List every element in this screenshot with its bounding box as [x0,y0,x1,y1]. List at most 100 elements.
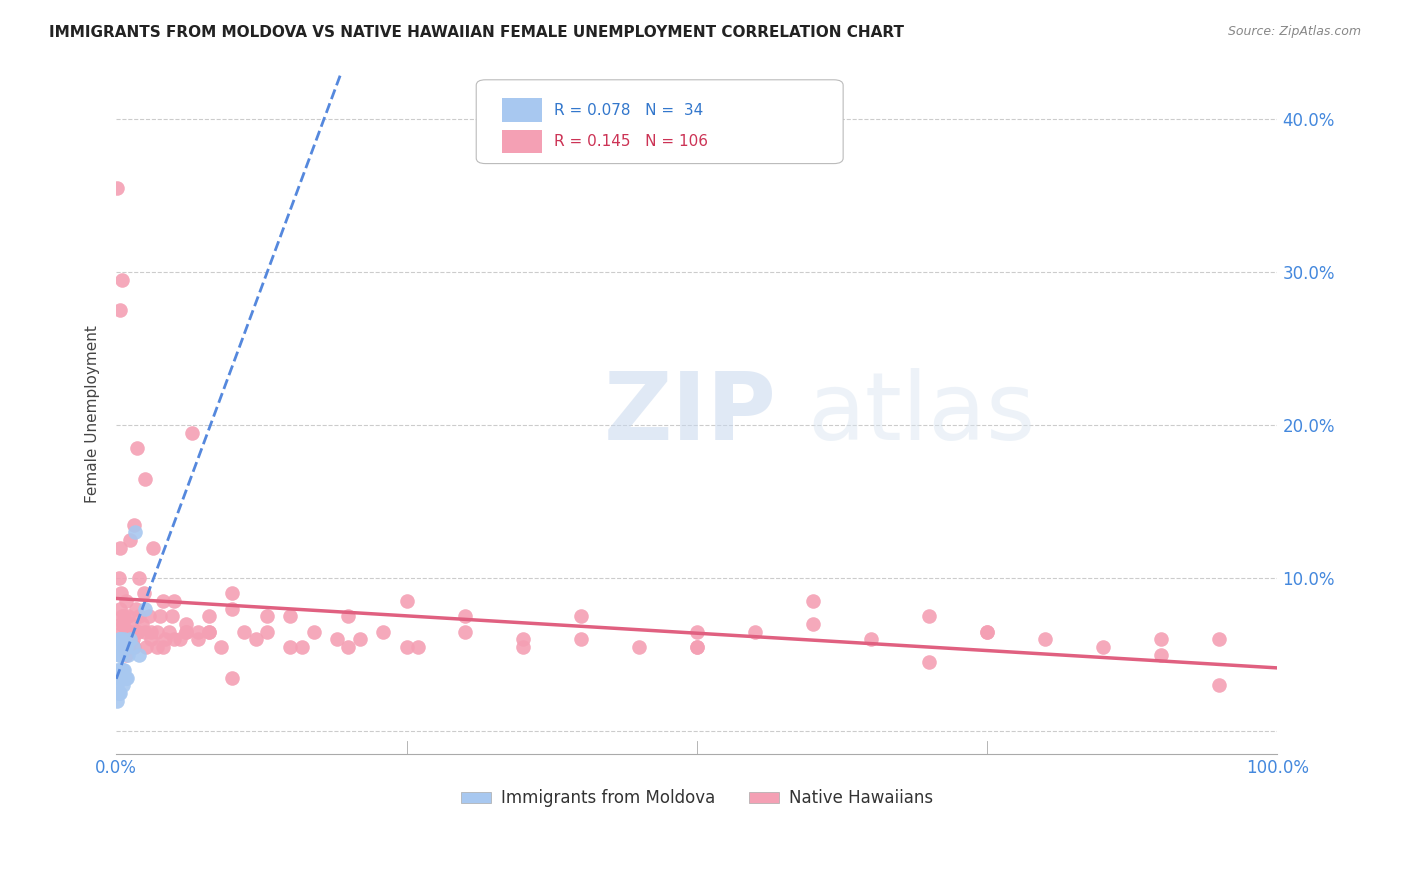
Point [108,648,131,662]
Point [114,648,136,662]
Point [107,663,129,677]
Point [108,541,131,555]
Point [918,656,941,670]
Point [280,609,302,624]
Point [134,624,156,639]
Point [169,632,191,647]
Point [686,624,709,639]
Text: R = 0.145   N = 106: R = 0.145 N = 106 [554,134,709,149]
Point [163,632,186,647]
Point [152,640,174,654]
Point [117,648,139,662]
Point [107,571,129,585]
Point [121,640,143,654]
Point [149,609,172,624]
Point [112,663,135,677]
Point [111,273,134,287]
Point [198,624,221,639]
Point [108,632,131,647]
Text: Source: ZipAtlas.com: Source: ZipAtlas.com [1227,25,1361,38]
Point [142,541,165,555]
Point [221,601,243,615]
Point [120,632,142,647]
Point [627,640,650,654]
Point [233,624,256,639]
Point [114,671,136,685]
Point [209,640,232,654]
Point [107,678,129,692]
Point [198,609,221,624]
Point [198,624,221,639]
Bar [502,98,543,121]
Point [120,624,142,639]
Point [1033,632,1056,647]
Point [134,586,156,600]
Point [112,640,135,654]
Point [337,640,360,654]
Text: ZIP: ZIP [605,368,778,459]
Point [115,632,138,647]
Point [337,609,360,624]
Point [256,624,278,639]
Point [138,609,160,624]
Point [1092,640,1115,654]
Point [157,624,180,639]
Point [187,624,209,639]
Point [107,671,129,685]
Point [118,640,141,654]
Point [110,663,132,677]
Point [302,624,325,639]
Point [118,624,141,639]
Text: IMMIGRANTS FROM MOLDOVA VS NATIVE HAWAIIAN FEMALE UNEMPLOYMENT CORRELATION CHART: IMMIGRANTS FROM MOLDOVA VS NATIVE HAWAII… [49,25,904,40]
Point [111,663,134,677]
Point [124,624,146,639]
Point [107,693,129,707]
Legend: Immigrants from Moldova, Native Hawaiians: Immigrants from Moldova, Native Hawaiian… [454,782,939,814]
Point [512,632,534,647]
Point [107,648,129,662]
Point [569,632,592,647]
Point [128,609,150,624]
Point [221,586,243,600]
Point [108,601,131,615]
Point [111,624,134,639]
Point [1150,632,1173,647]
Point [245,632,267,647]
Point [127,441,149,455]
Text: atlas: atlas [807,368,1035,459]
Point [117,609,139,624]
Point [122,640,145,654]
Point [115,671,138,685]
Point [744,624,766,639]
Point [125,601,148,615]
Point [187,632,209,647]
Point [110,586,132,600]
Point [373,624,395,639]
Point [174,617,197,632]
Point [349,632,371,647]
Point [152,594,174,608]
Point [1150,648,1173,662]
Point [160,609,183,624]
Point [453,624,475,639]
Point [107,632,129,647]
Text: R = 0.078   N =  34: R = 0.078 N = 34 [554,103,703,118]
Point [108,303,131,318]
Point [114,640,136,654]
Point [121,632,143,647]
Point [453,609,475,624]
Point [112,609,135,624]
Point [110,632,132,647]
Point [114,594,136,608]
Y-axis label: Female Unemployment: Female Unemployment [86,325,100,502]
Point [1208,678,1230,692]
Point [135,640,157,654]
Point [124,525,146,540]
Point [686,640,709,654]
Point [180,425,202,440]
Point [395,594,418,608]
Point [139,632,162,647]
Point [111,609,134,624]
Point [112,617,135,632]
Point [569,609,592,624]
